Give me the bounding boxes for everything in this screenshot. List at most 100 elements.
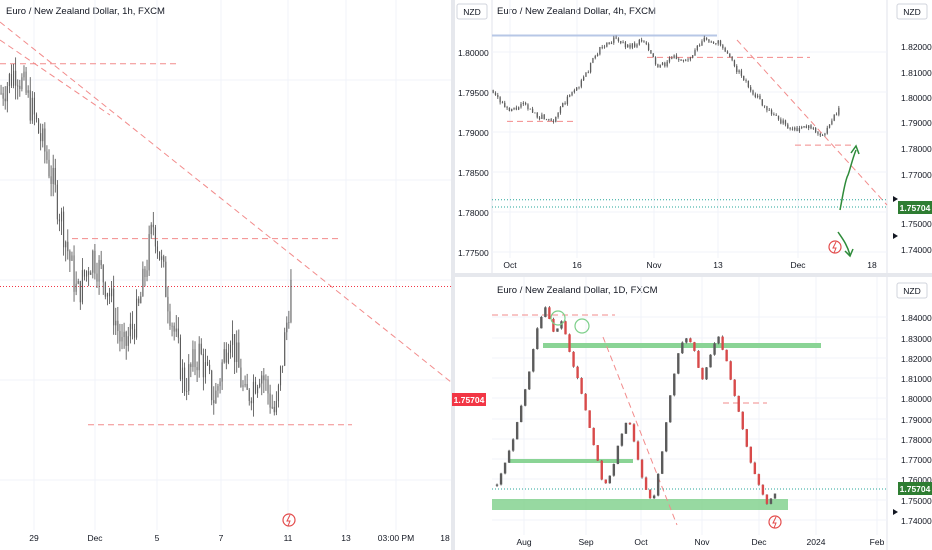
candle-body <box>209 364 211 371</box>
candle-body <box>545 119 548 121</box>
candle-body <box>671 58 673 59</box>
candle-body <box>733 60 736 66</box>
candle-body <box>729 361 732 380</box>
candle-body <box>719 40 722 46</box>
candle-body <box>634 43 636 47</box>
candle-body <box>140 296 142 304</box>
candle-body <box>731 57 733 61</box>
chart-panel-1h[interactable]: Euro / New Zealand Dollar, 1h, FXCM 29 D… <box>0 0 451 550</box>
x-axis-4h: Oct 16 Nov 13 Dec 18 <box>503 260 877 270</box>
chart-1d-svg[interactable]: NZD 1.84000 1.83000 1.82000 1.81000 1.80… <box>455 277 932 550</box>
candle-body <box>73 255 75 292</box>
top-markers-1d <box>550 310 590 334</box>
candle-body <box>763 105 766 107</box>
chart-4h-svg[interactable]: NZD NZD 1.80000 1.79500 1.79000 1.78500 … <box>455 0 932 273</box>
candle-body <box>824 133 826 136</box>
candle-body <box>580 378 583 394</box>
event-icon-4h <box>828 240 842 254</box>
y-tick-label: 1.81000 <box>901 374 932 384</box>
candle-body <box>664 62 666 67</box>
x-axis-1d: Aug Sep Oct Nov Dec 2024 Feb <box>516 537 884 547</box>
x-tick-label: 18 <box>867 260 877 270</box>
trend-line <box>602 336 678 526</box>
candle-body <box>694 50 696 56</box>
y-tick-label: 1.79000 <box>901 118 932 128</box>
candle-body <box>722 45 724 48</box>
candle-body <box>555 116 557 122</box>
chart-panel-4h[interactable]: Euro / New Zealand Dollar, 4h, FXCM NZD … <box>455 0 932 273</box>
x-tick-label: 16 <box>572 260 582 270</box>
candle-body <box>624 42 627 48</box>
candle-body <box>161 256 163 260</box>
panel-divider-vertical[interactable] <box>451 0 455 550</box>
candle-body <box>740 70 743 76</box>
candle-body <box>520 103 522 108</box>
price-tag-4h: 1.75704 <box>898 201 932 214</box>
x-tick-label: Sep <box>578 537 593 547</box>
candle-body <box>769 498 773 504</box>
candle-body <box>757 474 761 485</box>
candle-body <box>269 393 271 408</box>
candle-body <box>227 352 229 363</box>
candle-body <box>499 97 501 103</box>
x-tick-label: 03:00 PM <box>378 533 414 543</box>
y-tick-label: 1.79500 <box>458 88 489 98</box>
candle-body <box>536 112 538 118</box>
candle-body <box>46 151 48 160</box>
candle-body <box>244 383 246 386</box>
x-tick-label: 13 <box>713 260 723 270</box>
candle-body <box>643 41 645 43</box>
candle-body <box>615 37 617 39</box>
candle-body <box>580 80 582 87</box>
candle-body <box>770 109 773 115</box>
candle-body <box>601 46 603 48</box>
candle-body <box>715 43 717 44</box>
candle-body <box>745 80 747 81</box>
candle-body <box>610 42 613 44</box>
candle-body <box>794 127 796 130</box>
candle-body <box>680 59 682 61</box>
candle-body <box>100 259 102 266</box>
candle-body <box>796 127 798 132</box>
candle-body <box>737 395 740 412</box>
chart-1h-svg[interactable]: 29 Dec 5 7 11 13 03:00 PM 18 <box>0 0 451 550</box>
candle-body <box>113 288 115 326</box>
candle-body <box>596 445 599 461</box>
currency-label: NZD <box>463 7 480 17</box>
candle-body <box>826 127 828 134</box>
candle-body <box>831 120 833 125</box>
candle-body <box>106 293 108 297</box>
candle-body <box>165 261 167 297</box>
y-tick-label: 1.75000 <box>901 496 932 506</box>
candle-body <box>705 37 708 40</box>
candle-body <box>765 494 769 504</box>
trend-line <box>736 39 888 206</box>
candle-body <box>768 109 770 111</box>
candle-body <box>666 61 668 67</box>
trend-line <box>0 21 451 383</box>
chart-panel-1d[interactable]: Euro / New Zealand Dollar, 1D, FXCM NZD … <box>455 277 932 550</box>
candle-body <box>552 318 555 332</box>
candle-body <box>48 159 50 177</box>
candle-body <box>617 38 620 42</box>
x-tick-label: Oct <box>634 537 648 547</box>
panel-divider-horizontal[interactable] <box>455 273 932 277</box>
candle-body <box>750 87 752 91</box>
candle-body <box>217 386 219 391</box>
candle-body <box>620 433 624 446</box>
candle-body <box>726 51 729 54</box>
candle-body <box>784 120 787 125</box>
candle-body <box>121 337 123 342</box>
candle-body <box>624 422 628 434</box>
candle-body <box>60 211 63 222</box>
candle-body <box>503 462 507 474</box>
x-tick-label: 13 <box>341 533 351 543</box>
candle-body <box>780 119 782 124</box>
candle-body <box>645 42 647 44</box>
candle-body <box>129 323 131 337</box>
candle-body <box>569 95 571 97</box>
candle-body <box>279 366 282 386</box>
candle-body <box>54 167 56 185</box>
candle-body <box>123 331 125 338</box>
x-tick-label: 29 <box>29 533 39 543</box>
